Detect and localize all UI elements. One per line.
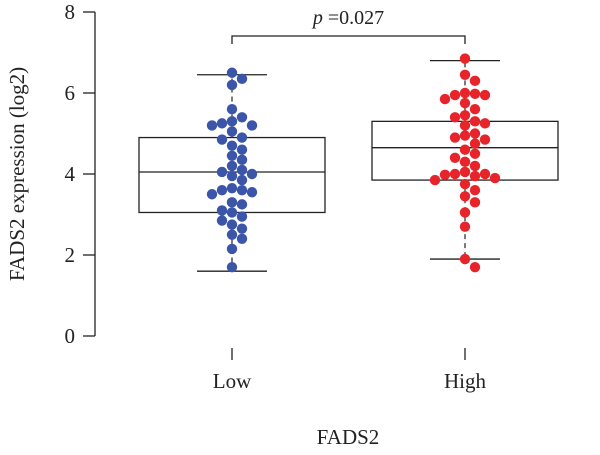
x-tick-label: Low	[213, 369, 252, 393]
data-point-high	[479, 118, 491, 129]
data-point-high	[469, 170, 481, 182]
data-point-high	[459, 69, 471, 80]
data-point-low	[226, 126, 238, 137]
data-point-high	[459, 130, 471, 141]
data-point-low	[216, 215, 228, 226]
data-point-high	[459, 156, 471, 168]
data-point-high	[469, 128, 481, 139]
data-point-low	[216, 118, 228, 129]
data-point-high	[449, 89, 461, 101]
data-point-low	[216, 205, 228, 216]
data-point-high	[479, 134, 491, 145]
data-point-high	[449, 132, 461, 143]
data-point-high	[469, 261, 481, 273]
data-point-high	[469, 116, 481, 127]
y-tick-label: 2	[65, 243, 76, 267]
y-tick-label: 8	[65, 0, 76, 24]
axes: 0 2 4 6 8 Low High	[65, 0, 487, 393]
significance-annotation: p =0.027	[231, 7, 466, 44]
data-point-high	[459, 97, 471, 109]
data-point-high	[469, 75, 481, 87]
data-point-low	[226, 160, 238, 172]
y-tick-label: 0	[65, 324, 76, 348]
data-point-high	[469, 104, 481, 115]
data-points	[206, 53, 501, 273]
data-point-low	[246, 168, 258, 180]
data-point-low	[236, 174, 248, 186]
data-point-low	[236, 223, 248, 234]
data-point-high	[459, 178, 471, 190]
data-point-low	[216, 166, 228, 178]
x-axis-label: FADS2	[317, 425, 380, 449]
data-point-high	[459, 120, 471, 131]
data-point-high	[459, 144, 471, 155]
data-point-high	[459, 253, 471, 265]
data-point-low	[236, 154, 248, 166]
data-point-high	[479, 168, 491, 180]
data-point-high	[469, 160, 481, 172]
data-point-high	[469, 138, 481, 149]
data-point-high	[479, 89, 491, 101]
data-point-low	[236, 233, 248, 244]
data-point-low	[226, 229, 238, 240]
data-point-low	[236, 185, 248, 196]
data-point-high	[459, 53, 471, 64]
data-point-high	[459, 191, 471, 202]
y-axis-label: FADS2 expression (log2)	[5, 67, 29, 281]
data-point-high	[449, 152, 461, 163]
data-point-low	[236, 211, 248, 222]
data-point-low	[236, 164, 248, 176]
data-point-high	[489, 172, 501, 184]
data-point-high	[449, 112, 461, 123]
data-point-low	[226, 197, 238, 208]
data-point-low	[236, 132, 248, 143]
data-point-low	[226, 207, 238, 218]
y-tick-label: 6	[65, 81, 76, 105]
data-point-high	[459, 110, 471, 121]
data-point-low	[236, 144, 248, 155]
significance-bracket	[231, 35, 466, 44]
data-point-low	[246, 187, 258, 198]
data-point-low	[226, 219, 238, 230]
data-point-low	[236, 112, 248, 123]
data-point-high	[469, 88, 481, 100]
data-point-low	[226, 243, 238, 255]
data-point-low	[226, 104, 238, 115]
data-point-high	[469, 185, 481, 196]
y-tick-label: 4	[65, 162, 76, 186]
data-point-low	[246, 120, 258, 131]
data-point-low	[216, 134, 228, 145]
data-point-low	[226, 79, 238, 91]
data-point-high	[469, 148, 481, 159]
data-point-low	[226, 261, 238, 273]
data-point-low	[206, 120, 218, 131]
data-point-high	[449, 168, 461, 180]
boxes	[138, 59, 559, 272]
data-point-low	[206, 189, 218, 200]
x-tick-label: High	[444, 369, 487, 393]
data-point-low	[236, 73, 248, 85]
data-point-high	[459, 166, 471, 178]
data-point-high	[459, 207, 471, 218]
p-value-label: p =0.027	[311, 7, 384, 29]
data-point-high	[459, 221, 471, 232]
data-point-high	[459, 87, 471, 99]
data-point-high	[439, 169, 451, 181]
data-point-high	[439, 93, 451, 105]
data-point-high	[469, 197, 481, 208]
data-point-high	[429, 174, 441, 186]
data-point-low	[226, 182, 238, 194]
p-symbol: p	[311, 7, 323, 29]
data-point-low	[226, 116, 238, 127]
data-point-low	[226, 170, 238, 182]
data-point-low	[226, 150, 238, 161]
data-point-low	[226, 140, 238, 151]
p-value-text: =0.027	[328, 7, 384, 29]
data-point-low	[226, 67, 238, 78]
data-point-low	[236, 199, 248, 210]
data-point-low	[216, 185, 228, 196]
